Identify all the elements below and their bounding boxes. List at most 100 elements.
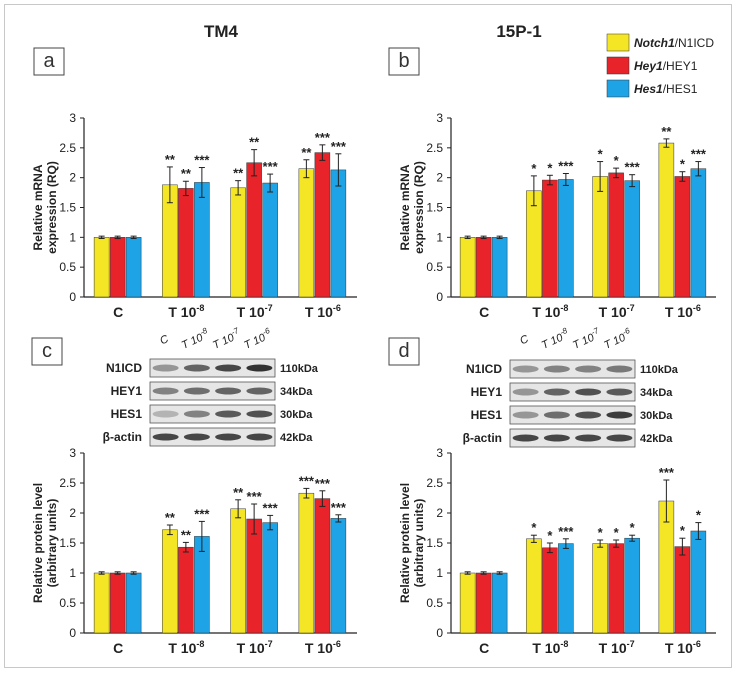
panel-c-blot-lane-label: T 10-6	[241, 326, 274, 352]
panel-b-letter-box	[388, 47, 420, 76]
panel-c-blot-band	[246, 433, 273, 441]
panel-b-bar	[608, 172, 624, 298]
panel-d-y-tick-label: 2.5	[426, 476, 443, 490]
panel-c-blot-strip	[149, 381, 276, 401]
panel-d-significance-label: *	[630, 520, 636, 535]
panel-a-bar	[330, 169, 347, 298]
panel-c-blot-band	[215, 433, 242, 441]
panel-b-significance-label: ***	[625, 160, 641, 175]
panel-d-blot-band	[512, 388, 539, 396]
figure-frame	[4, 4, 732, 668]
panel-c-significance-label: ***	[299, 473, 315, 488]
panel-c-blot-band	[215, 364, 242, 372]
panel-a-x-category-label: T 10-8	[168, 303, 204, 320]
panel-d-blot-band	[606, 388, 633, 396]
panel-c-significance-label: ***	[315, 476, 331, 491]
panel-c-blot-row-label: HES1	[111, 407, 143, 421]
panel-c-blot-band	[152, 433, 179, 441]
panel-b-x-category-label: C	[479, 304, 489, 320]
panel-a-letter-box	[33, 47, 65, 76]
panel-d-blot-band	[575, 434, 602, 442]
panel-a-significance-label: ***	[194, 153, 210, 168]
panel-d-bar	[608, 543, 624, 634]
panel-c-blot-band	[246, 410, 273, 418]
panel-c-blot-size-label: 42kDa	[280, 432, 313, 444]
panel-d-bar	[592, 543, 608, 634]
panel-c-blot-size-label: 34kDa	[280, 386, 313, 398]
panel-b-bar	[558, 179, 574, 298]
panel-b-significance-label: ***	[558, 158, 574, 173]
panel-d-significance-label: *	[680, 523, 686, 538]
panel-c-blot-band	[183, 364, 210, 372]
panel-c-bar	[246, 518, 262, 634]
panel-c-y-label: (arbitrary units)	[45, 499, 59, 588]
panel-a-bar	[125, 237, 142, 298]
panel-d-bar	[491, 572, 508, 634]
panel-c-y-tick-label: 3	[69, 446, 76, 460]
panel-b-significance-label: *	[598, 147, 604, 162]
panel-a-bar	[262, 182, 278, 298]
legend-swatch	[606, 56, 630, 75]
panel-c-bar	[230, 508, 246, 634]
panel-c-y-tick-label: 1.5	[59, 536, 76, 550]
panel-c-y-label: Relative protein level	[31, 483, 45, 603]
panel-a-y-tick-label: 0.5	[59, 260, 76, 274]
panel-c-blot-lane-label: T 10-8	[179, 326, 212, 352]
panel-b-bar	[690, 168, 707, 298]
panel-a-y-label: expression (RQ)	[45, 161, 59, 254]
panel-c-blot-band	[183, 410, 210, 418]
panel-c-x-category-label: T 10-7	[237, 639, 273, 656]
panel-d-x-category-label: C	[479, 640, 489, 656]
panel-d-blot-band	[575, 365, 602, 373]
panel-d-blot-lane-label: T 10-8	[539, 326, 572, 352]
panel-b-y-tick-label: 2	[436, 171, 443, 185]
panel-c-x-category-label: C	[113, 640, 123, 656]
panel-a-significance-label: ***	[263, 159, 279, 174]
panel-d-y-tick-label: 1.5	[426, 536, 443, 550]
panel-d-y-tick-label: 3	[436, 446, 443, 460]
panel-c-blot-size-label: 30kDa	[280, 409, 313, 421]
panel-c-significance-label: ***	[331, 500, 347, 515]
panel-c-bar	[178, 546, 194, 634]
panel-b-bar	[459, 237, 476, 298]
panel-c-blot-band	[152, 410, 179, 418]
panel-d-blot-band	[575, 388, 602, 396]
panel-b-y-tick-label: 0	[436, 290, 443, 304]
panel-c-blot-band	[215, 387, 242, 395]
panel-b-significance-label: *	[680, 157, 686, 172]
panel-a-y-label: Relative mRNA	[31, 164, 45, 250]
panel-d-blot-band	[606, 434, 633, 442]
panel-a-y-tick-label: 1.5	[59, 201, 76, 215]
panel-d-blot-band	[512, 411, 539, 419]
panel-c-blot-strip	[149, 404, 276, 424]
panel-c-y-tick-label: 2	[69, 506, 76, 520]
panel-c-blot-band	[152, 387, 179, 395]
panel-c-bar	[330, 518, 347, 634]
panel-c-x-category-label: T 10-8	[168, 639, 204, 656]
panel-d-blot-strip	[509, 382, 636, 402]
panel-d-bar	[459, 572, 476, 634]
panel-d-blot-size-label: 110kDa	[640, 364, 679, 376]
panel-d-y-tick-label: 0.5	[426, 596, 443, 610]
panel-c-bar	[314, 498, 331, 634]
panel-a-significance-label: ***	[331, 139, 347, 154]
panel-b-x-category-label: T 10-8	[532, 303, 568, 320]
panel-a-x-category-label: C	[113, 304, 123, 320]
panel-c-blot-band	[246, 387, 273, 395]
panel-d-blot-strip	[509, 405, 636, 425]
panel-c-y-tick-label: 0	[69, 626, 76, 640]
panel-d-blot-lane-label: C	[518, 333, 530, 347]
panel-b-y-tick-label: 0.5	[426, 260, 443, 274]
panel-b-bar	[542, 179, 558, 298]
panel-d-blot-lane-label: T 10-6	[601, 326, 634, 352]
panel-b-y-tick-label: 1.5	[426, 201, 443, 215]
panel-d-blot-band	[543, 365, 570, 373]
panel-d-blot-lane-label: T 10-7	[570, 326, 603, 352]
panel-d-blot-row-label: HEY1	[471, 385, 503, 399]
panel-d-x-category-label: T 10-7	[599, 639, 635, 656]
panel-a-bar	[314, 152, 331, 298]
panel-c-blot-band	[183, 387, 210, 395]
panel-d-x-category-label: T 10-6	[665, 639, 701, 656]
panel-c-blot-row-label: N1ICD	[106, 361, 142, 375]
panel-d-blot-size-label: 42kDa	[640, 433, 673, 445]
